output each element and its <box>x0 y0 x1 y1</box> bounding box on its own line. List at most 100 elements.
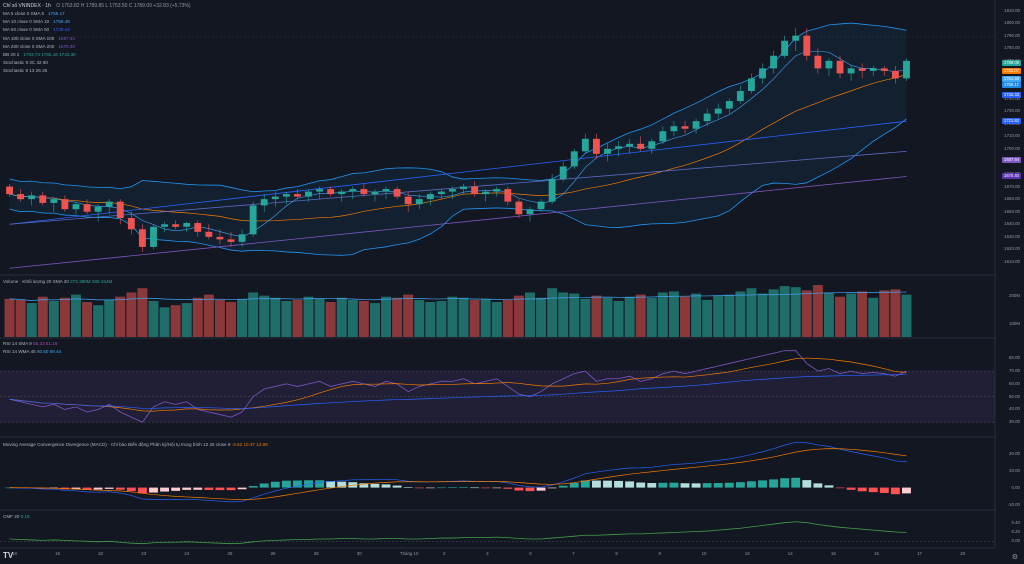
macd-histogram-bar <box>558 485 568 488</box>
legend-label: MA 5 close 0 SMA 5 <box>3 11 45 16</box>
macd-histogram-bar <box>470 487 480 489</box>
legend-row[interactable]: BB 20 2 1763.74 1765.16 1743.30 <box>3 51 80 59</box>
candle-body <box>17 194 25 200</box>
candle-body <box>714 108 722 114</box>
macd-histogram-bar <box>326 481 336 488</box>
candle-body <box>659 131 667 142</box>
rsi-legend: RSI 14 SMA 9 56.33 51.16 <box>3 341 57 346</box>
legend-row[interactable]: Stochastic 9 13 26 26 <box>3 67 80 75</box>
macd-histogram-bar <box>813 483 823 488</box>
volume-bar <box>270 297 281 337</box>
legend-row[interactable]: Stochastic 9 3C 32 60 <box>3 59 80 67</box>
macd-histogram-bar <box>337 481 347 488</box>
axis-label: 1670.00 <box>1004 183 1020 189</box>
volume-bar <box>602 297 613 337</box>
volume-bar <box>237 298 248 337</box>
volume-bar <box>392 297 403 337</box>
volume-bar <box>724 294 735 337</box>
rsi2-label[interactable]: RSI 14 WMA 45 <box>3 349 36 354</box>
macd-histogram-bar <box>481 487 491 489</box>
price-tag: 1761.48 <box>1001 76 1021 82</box>
legend-row[interactable]: MA 10 close 0 SMA 10 1759.48 <box>3 18 80 26</box>
macd-histogram-bar <box>614 480 623 488</box>
candle-body <box>748 78 755 91</box>
axis-label: 1630.00 <box>1004 233 1020 239</box>
candle-body <box>637 143 645 149</box>
volume-bar <box>746 288 757 337</box>
macd-histogram-bar <box>525 487 535 492</box>
axis-label: 22 <box>98 551 104 556</box>
rsi2-value: 60.50 59.44 <box>36 349 62 354</box>
macd-histogram-bar <box>270 481 280 488</box>
axis-label: 1730.00 <box>1004 108 1020 114</box>
candle-body <box>781 40 789 56</box>
ma50-line <box>9 120 907 225</box>
axis-label: 23 <box>141 551 147 556</box>
macd-histogram-bar <box>846 487 856 490</box>
price-tag: 1721.82 <box>1001 118 1021 124</box>
volume-bar <box>757 293 768 337</box>
macd-histogram-bar <box>448 487 457 488</box>
candle-body <box>825 60 833 69</box>
volume-bar <box>115 296 126 337</box>
rsi-label[interactable]: RSI 14 SMA 9 <box>3 341 32 346</box>
volume-bar <box>812 285 823 337</box>
candle-body <box>426 194 434 200</box>
settings-gear-icon[interactable]: ⚙ <box>1011 554 1018 561</box>
volume-bar <box>70 294 81 337</box>
bollinger-band-fill <box>9 23 907 256</box>
volume-bar <box>524 292 535 337</box>
legend-row[interactable]: MA 5 close 0 SMA 5 1755.17 <box>3 10 80 18</box>
symbol-name[interactable]: Chỉ số VNINDEX · 1h <box>3 3 51 9</box>
tradingview-logo-icon[interactable]: TV <box>3 551 14 560</box>
candle-body <box>227 239 235 242</box>
volume-bar <box>403 294 414 337</box>
legend-label: Stochastic 9 13 26 26 <box>3 68 48 74</box>
volume-label[interactable]: Volume · Khối lượng 20 SMA 20 <box>3 279 69 284</box>
price-tag: 1670.40 <box>1001 173 1021 179</box>
candle-body <box>681 126 689 129</box>
axis-label: 17 <box>917 551 922 556</box>
volume-bar <box>281 300 292 337</box>
axis-label: 1790.00 <box>1004 32 1020 38</box>
macd-label[interactable]: Moving Average Convergence Divergence (M… <box>3 442 231 447</box>
candle-body <box>415 199 423 205</box>
macd-histogram-bar <box>514 487 524 491</box>
candle-body <box>404 196 412 205</box>
candle-body <box>814 55 822 69</box>
macd-histogram-bar <box>126 487 136 492</box>
axis-label: 0.00 <box>1011 484 1020 490</box>
candle-body <box>150 226 157 247</box>
price-tag: 1789.09 <box>1001 60 1021 66</box>
volume-bar <box>569 293 580 337</box>
volume-bar <box>668 291 679 337</box>
candle-body <box>50 199 58 203</box>
volume-bar <box>425 302 436 337</box>
macd-histogram-bar <box>182 487 192 490</box>
candle-body <box>449 189 456 192</box>
legend-row[interactable]: MA 200 close 0 SMA 200 1670.40 <box>3 43 80 51</box>
volume-bar <box>691 293 702 337</box>
bollinger-lower-line <box>9 118 907 256</box>
macd-histogram-bar <box>160 487 169 492</box>
legend-label: MA 100 close 0 SMA 100 <box>3 35 55 41</box>
candle-body <box>249 205 257 235</box>
axis-label: 3 <box>486 551 489 556</box>
candle-body <box>316 189 324 192</box>
axis-label: 16 <box>874 551 879 556</box>
legend-row[interactable]: MA 100 close 0 SMA 100 1697.44 <box>3 35 80 43</box>
cmf-label[interactable]: CMF 20 <box>3 514 20 519</box>
legend-value: 1755.17 <box>48 11 65 16</box>
ma200-line <box>9 176 907 269</box>
legend-row[interactable]: MA 50 close 0 SMA 50 1729.44 <box>3 26 80 34</box>
candle-body <box>537 201 545 210</box>
macd-histogram-bar <box>226 487 236 491</box>
axis-label: 10 <box>701 551 707 556</box>
candle-body <box>61 199 69 210</box>
axis-label: 30 <box>356 551 362 556</box>
candle-body <box>692 121 700 129</box>
macd-histogram-bar <box>603 480 612 488</box>
cmf-legend: CMF 20 0.19 <box>3 514 30 519</box>
volume-bar <box>37 296 48 337</box>
